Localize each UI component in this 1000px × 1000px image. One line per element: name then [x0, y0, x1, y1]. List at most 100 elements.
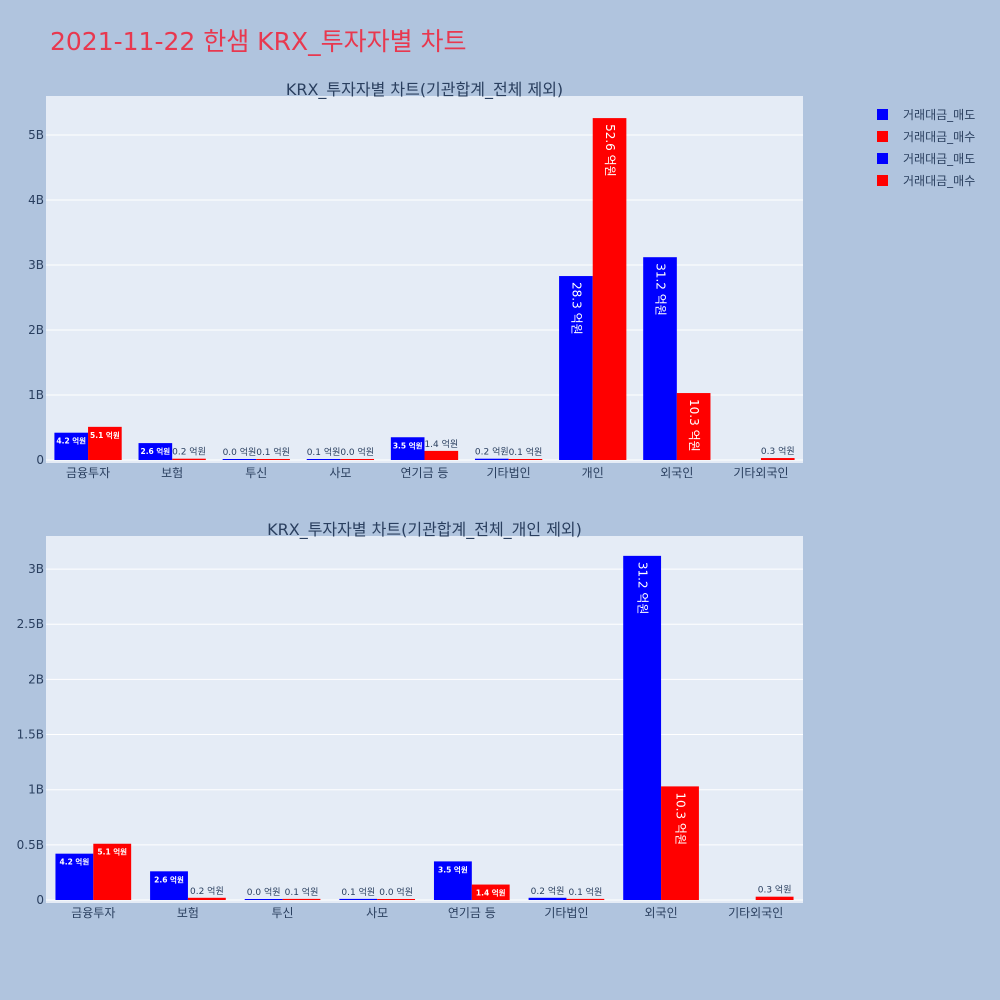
legend-item[interactable]: 거래대금_매수 — [877, 174, 975, 188]
data-label: 0.1 억원 — [341, 886, 375, 898]
bar-sell[interactable] — [306, 459, 341, 460]
legend-item[interactable]: 거래대금_매도 — [877, 108, 975, 122]
data-label: 31.2 억원 — [636, 562, 650, 615]
x-tick-label: 기타법인 — [544, 906, 588, 920]
legend-swatch — [877, 109, 888, 120]
data-label: 0.1 억원 — [509, 446, 543, 458]
bar-sell[interactable] — [54, 432, 89, 460]
y-tick-label: 1.5B — [17, 728, 44, 742]
x-tick-label: 보험 — [161, 466, 183, 480]
data-label: 28.3 억원 — [569, 282, 583, 335]
data-label: 5.1 억원 — [90, 430, 120, 440]
data-label: 0.1 억원 — [285, 886, 319, 898]
bar-buy[interactable] — [566, 898, 605, 900]
bar-sell[interactable] — [390, 437, 425, 460]
data-label: 0.1 억원 — [256, 446, 290, 458]
bar-buy[interactable] — [760, 458, 795, 460]
data-label: 2.6 억원 — [140, 446, 170, 456]
chart-title: KRX_투자자별 차트(기관합계_전체 제외) — [286, 80, 563, 100]
chart-panel-1: 0 1B 2B 3B 4B 5B KRX_투자자별 차트(기관합계_전체 제외) 금융투자 4.… — [28, 80, 803, 480]
bar-buy[interactable] — [93, 843, 132, 900]
bar-buy[interactable] — [88, 426, 122, 460]
data-label: 5.1 억원 — [97, 847, 127, 857]
bar-sell[interactable] — [623, 555, 662, 900]
data-label: 0.1 억원 — [307, 446, 341, 458]
bar-sell[interactable] — [474, 458, 509, 460]
bar-sell[interactable] — [339, 898, 378, 900]
data-label: 52.6 억원 — [603, 124, 617, 177]
legend-label: 거래대금_매수 — [903, 174, 975, 188]
bar-sell[interactable] — [55, 853, 94, 900]
data-label: 0.0 억원 — [340, 446, 374, 458]
bar-sell[interactable] — [150, 871, 188, 900]
x-tick-label: 연기금 등 — [401, 466, 449, 480]
y-tick-label: 0.5B — [17, 838, 44, 852]
bar-buy[interactable] — [424, 450, 459, 460]
x-tick-label: 개인 — [582, 466, 604, 480]
y-tick-label: 2B — [28, 672, 44, 686]
data-label: 4.2 억원 — [60, 857, 90, 867]
data-label: 0.2 억원 — [172, 446, 206, 458]
y-tick-label: 3B — [28, 562, 44, 576]
data-label: 0.3 억원 — [758, 884, 792, 896]
x-tick-label: 외국인 — [645, 906, 678, 920]
legend-item[interactable]: 거래대금_매수 — [877, 130, 975, 144]
bar-sell[interactable] — [138, 443, 173, 460]
y-tick-label: 2B — [28, 323, 44, 337]
data-label: 0.0 억원 — [223, 446, 257, 458]
y-tick-label: 1B — [28, 783, 44, 797]
bar-buy[interactable] — [755, 896, 794, 900]
bar-sell[interactable] — [559, 276, 593, 460]
x-tick-label: 기타외국인 — [733, 466, 788, 480]
data-label: 3.5 억원 — [438, 864, 468, 874]
data-label: 0.3 억원 — [761, 445, 795, 457]
bar-buy[interactable] — [661, 786, 699, 900]
bar-sell[interactable] — [643, 257, 677, 460]
bar-sell[interactable] — [244, 899, 283, 900]
x-tick-label: 사모 — [329, 466, 351, 480]
legend-swatch — [877, 131, 888, 142]
data-label: 2.6 억원 — [154, 874, 184, 884]
x-tick-label: 외국인 — [660, 466, 693, 480]
bar-buy[interactable] — [592, 118, 627, 460]
data-label: 31.2 억원 — [654, 263, 668, 316]
x-tick-label: 사모 — [366, 906, 388, 920]
bar-buy[interactable] — [256, 459, 290, 460]
data-label: 0.0 억원 — [379, 886, 413, 898]
bar-buy[interactable] — [172, 458, 206, 460]
data-label: 0.2 억원 — [475, 446, 509, 458]
bar-buy[interactable] — [187, 897, 226, 900]
bar-buy[interactable] — [340, 459, 375, 460]
data-label: 0.0 억원 — [247, 886, 281, 898]
legend-label: 거래대금_매도 — [903, 152, 975, 166]
bar-buy[interactable] — [471, 884, 510, 900]
bar-sell[interactable] — [222, 459, 257, 460]
legend-item[interactable]: 거래대금_매도 — [877, 152, 975, 166]
x-tick-label: 기타외국인 — [728, 906, 783, 920]
x-tick-label: 보험 — [177, 906, 199, 920]
bar-buy[interactable] — [377, 899, 416, 900]
bar-sell[interactable] — [433, 861, 472, 900]
data-label: 0.2 억원 — [190, 885, 224, 897]
legend-label: 거래대금_매도 — [903, 108, 975, 122]
bar-buy[interactable] — [282, 898, 321, 900]
y-tick-label: 4B — [28, 193, 44, 207]
data-label: 0.1 억원 — [568, 886, 602, 898]
data-label: 1.4 억원 — [424, 438, 458, 450]
data-label: 1.4 억원 — [476, 888, 506, 898]
y-tick-label: 0 — [36, 453, 44, 467]
y-tick-label: 2.5B — [17, 617, 44, 631]
data-label: 3.5 억원 — [393, 440, 423, 450]
legend-label: 거래대금_매수 — [903, 130, 975, 144]
bar-buy[interactable] — [508, 459, 543, 460]
chart-title: KRX_투자자별 차트(기관합계_전체_개인 제외) — [267, 520, 582, 540]
data-label: 0.2 억원 — [531, 885, 565, 897]
data-label: 10.3 억원 — [687, 399, 701, 452]
page-title: 2021-11-22 한샘 KRX_투자자별 차트 — [50, 27, 467, 56]
bar-buy[interactable] — [676, 393, 711, 460]
chart-panel-2: 0 0.5B 1B 1.5B 2B 2.5B 3B KRX_투자자별 차트(기관합계_전체_개… — [17, 520, 803, 920]
bar-sell[interactable] — [528, 897, 567, 900]
y-tick-label: 1B — [28, 388, 44, 402]
legend-swatch — [877, 153, 888, 164]
